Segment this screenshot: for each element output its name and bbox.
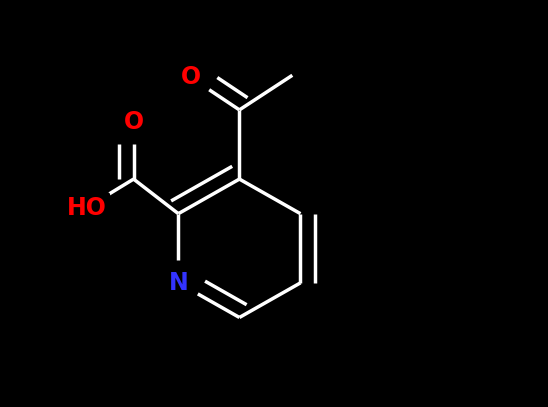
Text: O: O [180,66,201,89]
Text: HO: HO [67,196,107,219]
Text: O: O [123,110,144,134]
Text: N: N [168,271,188,295]
